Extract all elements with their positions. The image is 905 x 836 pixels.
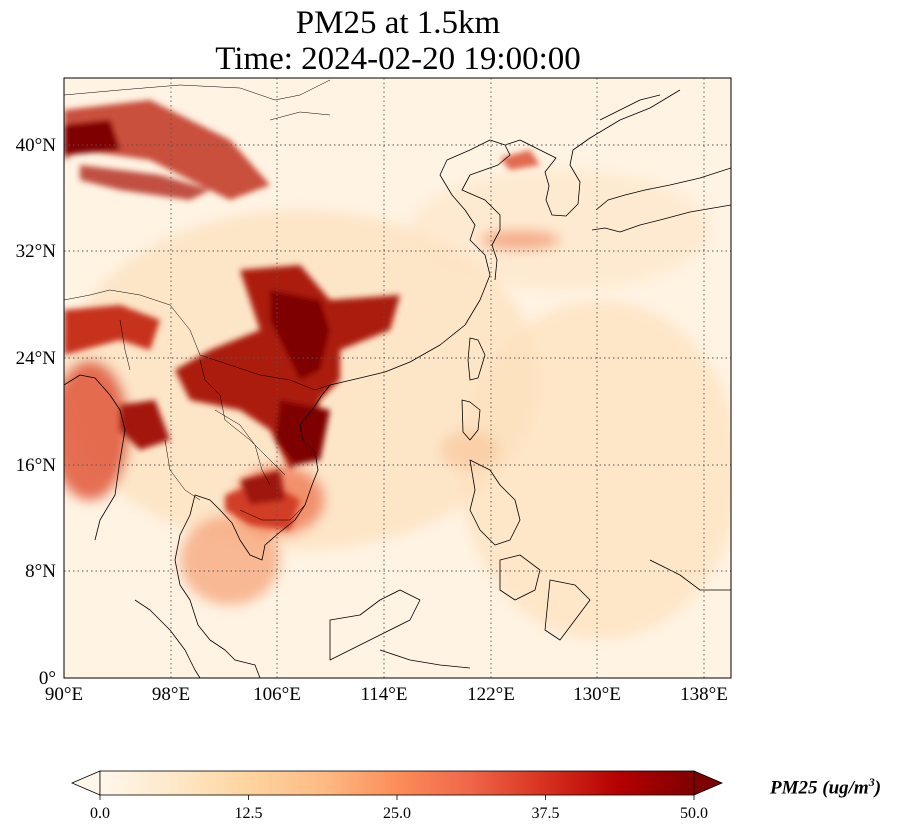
country-borders bbox=[64, 79, 331, 521]
lat-tick-label: 40°N bbox=[16, 135, 57, 156]
map-frame bbox=[63, 77, 732, 679]
colorbar-tick-label: 50.0 bbox=[680, 805, 708, 822]
colorbar-label-close: ) bbox=[874, 777, 882, 799]
colorbar-label-text: PM25 (ug/m bbox=[770, 777, 869, 799]
colorbar-tick-label: 37.5 bbox=[532, 805, 560, 822]
lon-tick-label: 90°E bbox=[45, 684, 83, 705]
lon-tick-label: 130°E bbox=[573, 684, 621, 705]
pm25-concentration-field bbox=[64, 78, 731, 678]
colorbar-label: PM25 (ug/m3) bbox=[770, 775, 881, 799]
colorbar-tick-label: 12.5 bbox=[235, 805, 263, 822]
colorbar-label-superscript: 3 bbox=[868, 775, 875, 789]
colorbar-gradient bbox=[99, 770, 695, 796]
lat-tick-label: 0° bbox=[39, 668, 56, 689]
coastlines bbox=[64, 89, 731, 678]
lon-tick-label: 138°E bbox=[680, 684, 728, 705]
lon-tick-label: 106°E bbox=[253, 684, 301, 705]
colorbar: 0.0 12.5 25.0 37.5 50.0 bbox=[70, 770, 724, 822]
map-title-line1: PM25 at 1.5km bbox=[295, 5, 501, 41]
lat-tick-label: 8°N bbox=[25, 561, 56, 582]
colorbar-tick-label: 25.0 bbox=[383, 805, 411, 822]
colorbar-min-extend-arrow bbox=[70, 770, 101, 796]
lat-tick-label: 24°N bbox=[16, 348, 57, 369]
colorbar-tick-label: 0.0 bbox=[90, 805, 110, 822]
map-title-line2: Time: 2024-02-20 19:00:00 bbox=[215, 41, 581, 77]
lon-tick-label: 122°E bbox=[467, 684, 515, 705]
lon-tick-label: 114°E bbox=[361, 684, 408, 705]
longitude-tick-labels: 90°E 98°E 106°E 114°E 122°E 130°E 138°E bbox=[45, 684, 728, 705]
gridlines bbox=[64, 78, 731, 678]
lon-tick-label: 98°E bbox=[152, 684, 190, 705]
lat-tick-label: 16°N bbox=[16, 455, 57, 476]
colorbar-max-extend-arrow bbox=[693, 770, 724, 796]
latitude-tick-labels: 0° 8°N 16°N 24°N 32°N 40°N bbox=[16, 135, 57, 689]
lat-tick-label: 32°N bbox=[16, 241, 57, 262]
